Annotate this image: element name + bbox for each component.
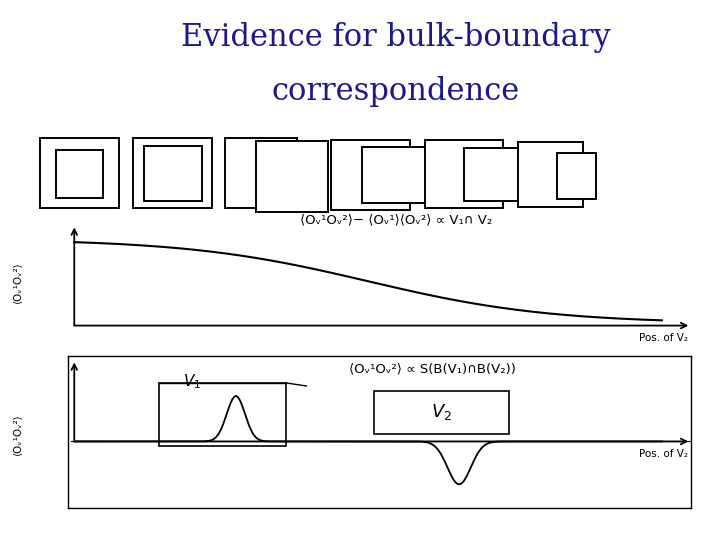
- Bar: [557, 153, 596, 199]
- Text: $V_2$: $V_2$: [431, 402, 452, 422]
- Bar: [159, 383, 286, 446]
- Bar: [56, 150, 103, 198]
- Text: ⟨Oᵥ¹Oᵥ²⟩: ⟨Oᵥ¹Oᵥ²⟩: [13, 262, 23, 305]
- Bar: [331, 140, 410, 210]
- Bar: [425, 140, 503, 208]
- Bar: [40, 138, 119, 208]
- Bar: [518, 142, 583, 207]
- Bar: [225, 138, 297, 208]
- Text: $V_1$: $V_1$: [183, 373, 201, 391]
- Bar: [144, 146, 202, 201]
- Bar: [374, 391, 509, 434]
- Bar: [464, 148, 521, 201]
- Text: correspondence: correspondence: [272, 76, 520, 107]
- Text: Pos. of V₂: Pos. of V₂: [639, 449, 688, 459]
- Bar: [133, 138, 212, 208]
- Text: ⟨Oᵥ¹Oᵥ²⟩ ∝ S(B(V₁)∩B(V₂)): ⟨Oᵥ¹Oᵥ²⟩ ∝ S(B(V₁)∩B(V₂)): [349, 362, 516, 375]
- Bar: [362, 147, 428, 202]
- Bar: [256, 141, 328, 212]
- Text: Evidence for bulk-boundary: Evidence for bulk-boundary: [181, 22, 611, 53]
- Text: ⟨Oᵥ¹Oᵥ²⟩− ⟨Oᵥ¹⟩⟨Oᵥ²⟩ ∝ V₁∩ V₂: ⟨Oᵥ¹Oᵥ²⟩− ⟨Oᵥ¹⟩⟨Oᵥ²⟩ ∝ V₁∩ V₂: [300, 213, 492, 226]
- Text: Pos. of V₂: Pos. of V₂: [639, 333, 688, 343]
- Text: ⟨Oᵥ¹Oᵥ²⟩: ⟨Oᵥ¹Oᵥ²⟩: [13, 414, 23, 456]
